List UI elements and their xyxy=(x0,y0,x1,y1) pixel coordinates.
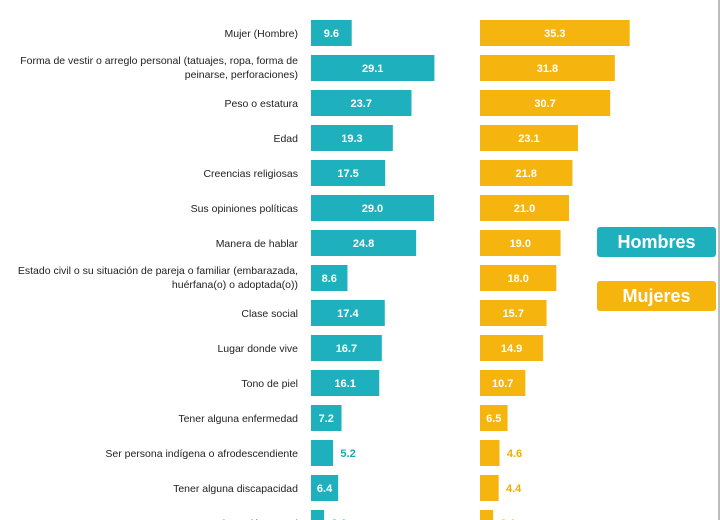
category-label: Peso o estatura xyxy=(224,98,298,110)
data-label-mujeres: 23.1 xyxy=(518,133,539,145)
data-label-hombres: 19.3 xyxy=(341,133,362,145)
data-label-mujeres: 31.8 xyxy=(537,63,558,75)
bar-mujeres xyxy=(480,20,630,46)
data-label-hombres: 16.1 xyxy=(334,378,355,390)
bar-hombres xyxy=(311,90,412,116)
data-label-mujeres: 3.1 xyxy=(500,518,515,520)
data-label-mujeres: 4.6 xyxy=(507,448,522,460)
data-label-hombres: 24.8 xyxy=(353,238,374,250)
bar-mujeres xyxy=(480,475,499,501)
data-label-mujeres: 30.7 xyxy=(534,98,555,110)
data-label-hombres: 3.1 xyxy=(331,518,346,520)
bar-mujeres xyxy=(480,405,508,431)
bar-hombres xyxy=(311,230,417,256)
bar-hombres xyxy=(311,440,334,466)
category-label: Forma de vestir o arreglo personal (tatu… xyxy=(20,55,298,81)
category-label: Creencias religiosas xyxy=(203,168,298,180)
bar-hombres xyxy=(311,55,435,81)
data-label-mujeres: 21.0 xyxy=(514,203,535,215)
bar-hombres xyxy=(311,300,385,326)
bar-mujeres xyxy=(480,265,557,291)
bar-hombres xyxy=(311,370,380,396)
bar-mujeres xyxy=(480,195,570,221)
category-label: Tener alguna enfermedad xyxy=(178,413,298,425)
right-border xyxy=(718,0,720,520)
bar-mujeres xyxy=(480,90,611,116)
bar-mujeres xyxy=(480,160,573,186)
bar-hombres xyxy=(311,125,393,151)
data-label-mujeres: 14.9 xyxy=(501,343,522,355)
data-label-mujeres: 35.3 xyxy=(544,28,565,40)
category-label: Clase social xyxy=(241,308,298,320)
bar-mujeres xyxy=(480,125,578,151)
legend-hombres: Hombres xyxy=(597,227,716,257)
bar-mujeres xyxy=(480,55,615,81)
bar-hombres xyxy=(311,20,352,46)
bar-hombres xyxy=(311,475,339,501)
category-label: Estado civil o su situación de pareja o … xyxy=(18,265,298,291)
bar-mujeres xyxy=(480,440,500,466)
data-label-hombres: 29.1 xyxy=(362,63,383,75)
data-label-hombres: 8.6 xyxy=(322,273,337,285)
bar-mujeres xyxy=(480,370,526,396)
bar-hombres xyxy=(311,160,386,186)
category-label: Lugar donde vive xyxy=(217,343,298,355)
data-label-mujeres: 10.7 xyxy=(492,378,513,390)
category-label: Tono de piel xyxy=(241,378,298,390)
data-label-hombres: 17.5 xyxy=(337,168,358,180)
bar-hombres xyxy=(311,335,382,361)
category-label: Orientación sexual xyxy=(211,518,298,520)
category-label: Sus opiniones políticas xyxy=(191,203,298,215)
bar-hombres xyxy=(311,265,348,291)
legend-mujeres: Mujeres xyxy=(597,281,716,311)
bar-hombres xyxy=(311,195,434,221)
data-label-hombres: 7.2 xyxy=(319,413,334,425)
category-label: Ser persona indígena o afrodescendiente xyxy=(105,448,298,460)
data-label-hombres: 16.7 xyxy=(336,343,357,355)
category-label: Edad xyxy=(273,133,298,145)
data-label-hombres: 9.6 xyxy=(324,28,339,40)
bar-mujeres xyxy=(480,335,544,361)
data-label-mujeres: 4.4 xyxy=(506,483,522,495)
bar-hombres xyxy=(311,510,325,520)
bar-hombres xyxy=(311,405,342,431)
data-label-mujeres: 21.8 xyxy=(516,168,537,180)
data-label-hombres: 29.0 xyxy=(362,203,383,215)
data-label-mujeres: 18.0 xyxy=(507,273,528,285)
data-label-mujeres: 15.7 xyxy=(503,308,524,320)
bar-mujeres xyxy=(480,230,561,256)
category-label: Tener alguna discapacidad xyxy=(173,483,298,495)
category-label: Manera de hablar xyxy=(216,238,299,250)
bar-mujeres xyxy=(480,510,494,520)
bar-mujeres xyxy=(480,300,547,326)
category-label: Mujer (Hombre) xyxy=(224,28,298,40)
data-label-hombres: 17.4 xyxy=(337,308,359,320)
data-label-hombres: 6.4 xyxy=(317,483,333,495)
data-label-mujeres: 6.5 xyxy=(486,413,501,425)
data-label-mujeres: 19.0 xyxy=(510,238,531,250)
data-label-hombres: 5.2 xyxy=(340,448,355,460)
data-label-hombres: 23.7 xyxy=(351,98,372,110)
